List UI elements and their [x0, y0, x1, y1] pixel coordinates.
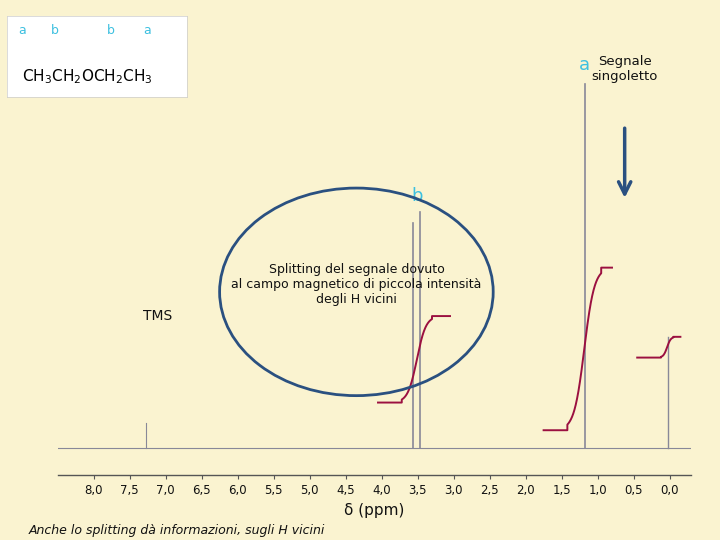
Text: b: b [51, 24, 59, 37]
Text: a: a [579, 56, 590, 74]
Text: a: a [143, 24, 150, 37]
Text: TMS: TMS [143, 309, 172, 323]
Text: CH$_3$CH$_2$OCH$_2$CH$_3$: CH$_3$CH$_2$OCH$_2$CH$_3$ [22, 68, 153, 86]
Text: b: b [107, 24, 114, 37]
Text: Anche lo splitting dà informazioni, sugli H vicini: Anche lo splitting dà informazioni, sugl… [29, 524, 325, 537]
Text: Splitting del segnale dovuto
al campo magnetico di piccola intensità
degli H vic: Splitting del segnale dovuto al campo ma… [231, 264, 482, 306]
Text: Segnale
singoletto: Segnale singoletto [592, 55, 658, 83]
X-axis label: δ (ppm): δ (ppm) [344, 503, 405, 518]
Text: a: a [19, 24, 27, 37]
Text: b: b [411, 187, 423, 205]
